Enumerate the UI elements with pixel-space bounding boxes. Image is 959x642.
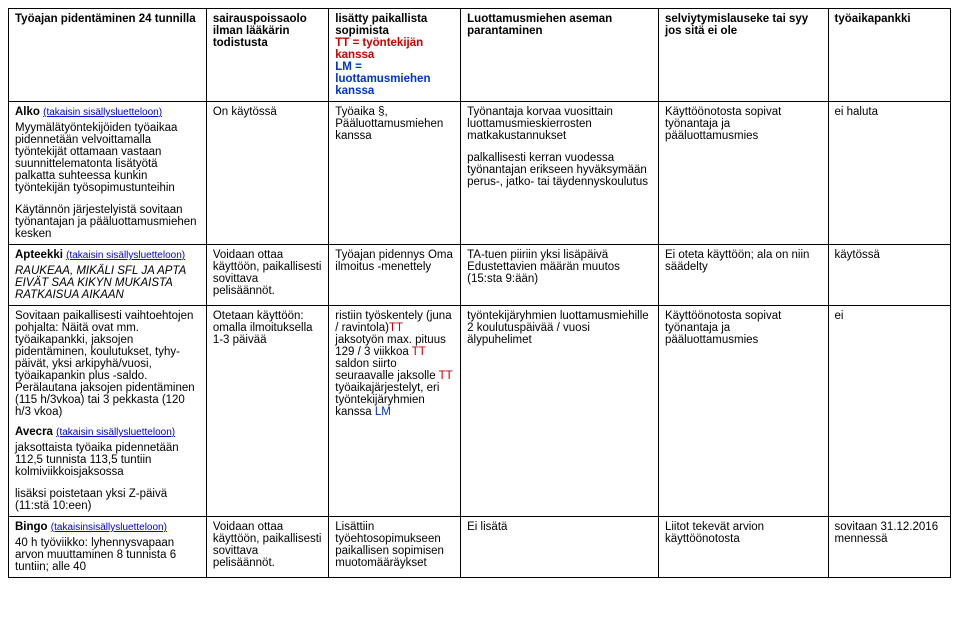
alko-c5: ei haluta xyxy=(828,102,951,245)
tt-suffix-1: TT xyxy=(389,322,403,334)
bingo-c1: Voidaan ottaa käyttöön, paikallisesti so… xyxy=(206,517,328,578)
bingo-desc: 40 h työviikko: lyhennysvapaan arvon muu… xyxy=(15,537,176,573)
tt-legend: TT = työntekijän kanssa xyxy=(335,37,423,61)
bingo-c3: Ei lisätä xyxy=(461,517,659,578)
tt-suffix-2: TT xyxy=(412,346,426,358)
apteekki-c2: Työajan pidennys Oma ilmoitus -menettely xyxy=(329,245,461,306)
lm-legend: LM = luottamusmiehen kanssa xyxy=(335,61,430,97)
avecra-desc2: lisäksi poistetaan yksi Z-päivä (11:stä … xyxy=(15,488,167,512)
col-header-0: Työajan pidentäminen 24 tunnilla xyxy=(9,9,207,102)
alko-desc2: Käytännön järjestelyistä sovitaan työnan… xyxy=(15,204,197,240)
comparison-table: Työajan pidentäminen 24 tunnilla sairaus… xyxy=(8,8,951,578)
alko-c1: On käytössä xyxy=(206,102,328,245)
bingo-back-link[interactable]: (takaisinsisällysluetteloon) xyxy=(51,522,167,533)
alko-c2: Työaika §, Pääluottamusmiehen kanssa xyxy=(329,102,461,245)
row-bingo: Bingo (takaisinsisällysluetteloon) 40 h … xyxy=(9,517,951,578)
col-header-1: sairauspoissaolo ilman lääkärin todistus… xyxy=(206,9,328,102)
avecra-c2c: saldon siirto seuraavalle jaksolle xyxy=(335,358,438,382)
alko-desc: Myymälätyöntekijöiden työaikaa pidennetä… xyxy=(15,122,177,194)
col-header-5: työaikapankki xyxy=(828,9,951,102)
apteekki-c3: TA-tuen piiriin yksi lisäpäivä Edustetta… xyxy=(461,245,659,306)
avecra-c1: Otetaan käyttöön: omalla ilmoituksella 1… xyxy=(206,306,328,517)
avecra-c3: työntekijäryhmien luottamusmiehille 2 ko… xyxy=(461,306,659,517)
alko-name: Alko xyxy=(15,106,40,118)
avecra-c2b: jaksotyön max. pituus 129 / 3 viikkoa xyxy=(335,334,446,358)
row-alko: Alko (takaisin sisällysluetteloon) Myymä… xyxy=(9,102,951,245)
alko-c3a: Työnantaja korvaa vuosittain luottamusmi… xyxy=(467,106,613,142)
group3-desc: Sovitaan paikallisesti vaihtoehtojen poh… xyxy=(15,310,195,418)
bingo-name: Bingo xyxy=(15,521,48,533)
apteekki-back-link[interactable]: (takaisin sisällysluetteloon) xyxy=(66,250,185,261)
avecra-c4: Käyttöönotosta sopivat työnantaja ja pää… xyxy=(658,306,828,517)
col-header-3: Luottamusmiehen aseman parantaminen xyxy=(461,9,659,102)
apteekki-desc: RAUKEAA, MIKÄLI SFL JA APTA EIVÄT SAA KI… xyxy=(15,265,186,301)
avecra-back-link[interactable]: (takaisin sisällysluetteloon) xyxy=(56,427,175,438)
alko-back-link[interactable]: (takaisin sisällysluetteloon) xyxy=(43,107,162,118)
avecra-name: Avecra xyxy=(15,426,53,438)
avecra-desc: jaksottaista työaika pidennetään 112,5 t… xyxy=(15,442,179,478)
col-header-4: selviytymislauseke tai syy jos sitä ei o… xyxy=(658,9,828,102)
col-header-2: lisätty paikallista sopimista TT = työnt… xyxy=(329,9,461,102)
apteekki-name: Apteekki xyxy=(15,249,63,261)
bingo-c4: Liitot tekevät arvion käyttöönotosta xyxy=(658,517,828,578)
alko-c3b: palkallisesti kerran vuodessa työnantaja… xyxy=(467,152,648,188)
lm-suffix-1: LM xyxy=(375,406,391,418)
apteekki-c5: käytössä xyxy=(828,245,951,306)
apteekki-c4: Ei oteta käyttöön; ala on niin säädelty xyxy=(658,245,828,306)
row-avecra: Sovitaan paikallisesti vaihtoehtojen poh… xyxy=(9,306,951,517)
alko-c4: Käyttöönotosta sopivat työnantaja ja pää… xyxy=(658,102,828,245)
apteekki-c1: Voidaan ottaa käyttöön, paikallisesti so… xyxy=(206,245,328,306)
col-header-2-main: lisätty paikallista sopimista xyxy=(335,13,427,37)
bingo-c5: sovitaan 31.12.2016 mennessä xyxy=(828,517,951,578)
avecra-c5: ei xyxy=(828,306,951,517)
bingo-c2: Lisättiin työehtosopimukseen paikallisen… xyxy=(329,517,461,578)
tt-suffix-3: TT xyxy=(439,370,453,382)
row-apteekki: Apteekki (takaisin sisällysluetteloon) R… xyxy=(9,245,951,306)
